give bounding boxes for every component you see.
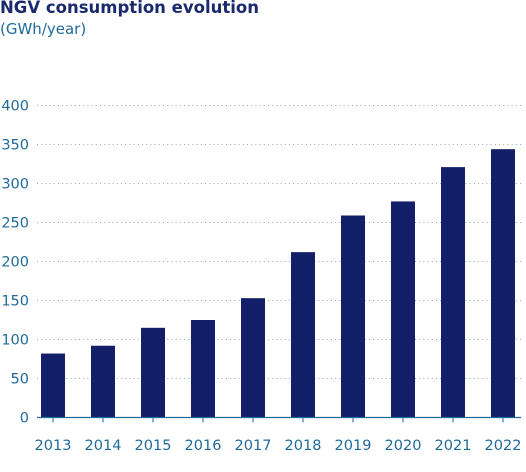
- y-tick-label: 50: [11, 372, 29, 388]
- x-tick-label: 2015: [135, 438, 172, 454]
- bar-2022: [491, 149, 515, 418]
- bar-2021: [441, 167, 465, 418]
- bar-2017: [241, 298, 265, 418]
- y-tick-label: 200: [1, 255, 29, 271]
- bar-2019: [341, 215, 365, 418]
- bar-2015: [141, 327, 165, 418]
- chart-title: NGV consumption evolution: [0, 0, 259, 17]
- bar-2020: [391, 201, 415, 418]
- x-tick-label: 2022: [485, 438, 522, 454]
- gridlines: [37, 105, 521, 379]
- x-tick-label: 2017: [235, 438, 272, 454]
- x-tick-label: 2020: [385, 438, 422, 454]
- y-tick-label: 100: [1, 333, 29, 349]
- y-tick-label: 250: [1, 216, 29, 232]
- y-tick-label: 0: [20, 411, 29, 427]
- x-tick-label: 2014: [85, 438, 122, 454]
- y-tick-label: 300: [1, 177, 29, 193]
- chart-subtitle: (GWh/year): [0, 20, 87, 38]
- x-tick-label: 2019: [335, 438, 372, 454]
- x-tick-label: 2018: [285, 438, 322, 454]
- bar-2018: [291, 252, 315, 418]
- bar-2013: [41, 353, 65, 418]
- y-tick-label: 150: [1, 294, 29, 310]
- bar-2014: [91, 345, 115, 418]
- bars: [41, 149, 515, 418]
- y-axis-ticks: 0 50 100 150 200 250 300 350 400: [1, 99, 29, 427]
- x-tick-label: 2013: [35, 438, 72, 454]
- x-tick-label: 2021: [435, 438, 472, 454]
- x-tick-label: 2016: [185, 438, 222, 454]
- x-axis-ticks: 2013 2014 2015 2016 2017 2018 2019 2020 2021 2022: [35, 417, 522, 454]
- y-tick-label: 400: [1, 99, 29, 115]
- bar-2016: [191, 320, 215, 418]
- y-tick-label: 350: [1, 138, 29, 154]
